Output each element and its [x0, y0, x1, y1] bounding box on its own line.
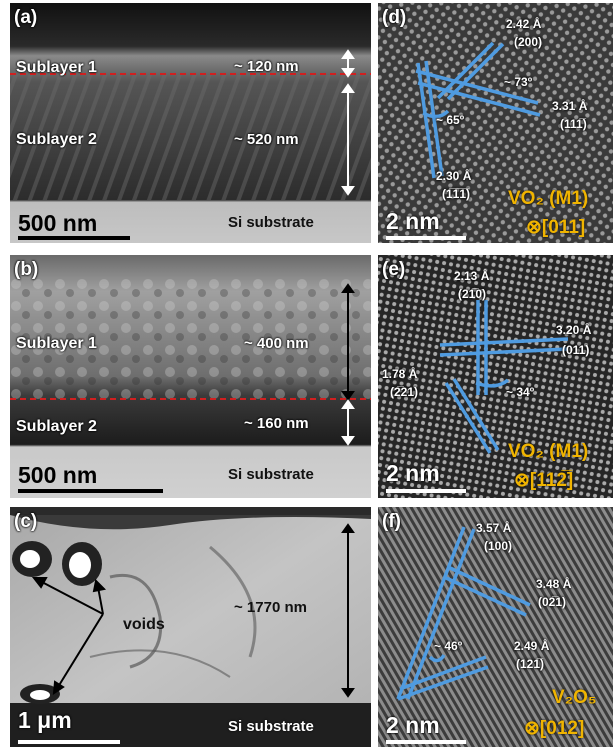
scale-bar-label: 2 nm: [386, 460, 440, 486]
zone-axis-label: ⊗[012]: [524, 718, 585, 739]
panel-c: (c) voids ~ 1770 nm 1 μm Si substrate: [10, 507, 371, 747]
miller-index-label: (200): [514, 35, 543, 49]
voids-label: voids: [123, 616, 165, 633]
phase-label: VO₂ (M1): [508, 188, 589, 209]
scale-bar: [18, 489, 163, 493]
panel-label: (d): [382, 7, 407, 28]
substrate-label: Si substrate: [228, 466, 314, 483]
d-spacing-label: 2.30 Å: [436, 169, 472, 183]
sublayer2-label: Sublayer 2: [16, 418, 97, 435]
scale-bar: [18, 236, 130, 240]
panel-b-image: [10, 255, 371, 498]
zone-axis-label: ⊗[011]: [526, 217, 586, 238]
sublayer1-label: Sublayer 1: [16, 59, 97, 76]
scale-bar: [386, 236, 466, 240]
thickness-label: ~ 160 nm: [244, 415, 309, 432]
panel-b-arrows: [341, 283, 355, 446]
panel-c-image: [10, 507, 371, 747]
miller-index-label: (111̅): [560, 117, 587, 131]
panel-f-guides: [396, 526, 531, 701]
miller-index-label: (011): [562, 343, 590, 357]
scale-bar-label: 2 nm: [386, 712, 440, 738]
angle-label: ~ 65º: [436, 113, 465, 127]
panel-f-image: [378, 507, 613, 747]
panel-e-image: [378, 255, 613, 498]
sublayer2-label: Sublayer 2: [16, 131, 97, 148]
panel-label: (b): [14, 259, 39, 280]
panel-e: (e) 2.13 Å (21̅0) 3.20 Å (011) 1.78 Å (2…: [378, 255, 613, 498]
substrate-label: Si substrate: [228, 718, 314, 735]
d-spacing-label: 3.31 Å: [552, 99, 588, 113]
zone-axis-label: ⊗[112̅]: [514, 470, 574, 491]
panel-e-guides: [439, 300, 569, 454]
d-spacing-label: 3.57 Å: [476, 521, 512, 535]
d-spacing-label: 2.13 Å: [454, 269, 490, 283]
thickness-label: ~ 400 nm: [244, 335, 309, 352]
angle-label: ~ 73º: [504, 75, 533, 89]
angle-label: ~ 46º: [434, 639, 463, 653]
panel-c-arrows: [31, 523, 355, 698]
panel-a: (a) Sublayer 1 Sublayer 2 ~ 120 nm ~ 520…: [10, 3, 371, 243]
thickness-label: ~ 120 nm: [234, 58, 299, 75]
scale-bar: [386, 489, 466, 493]
panel-label: (e): [382, 259, 406, 280]
miller-index-label: (21̅0): [458, 287, 487, 301]
thickness-label: ~ 520 nm: [234, 131, 299, 148]
miller-index-label: (121̅): [516, 657, 545, 671]
d-spacing-label: 3.48 Å: [536, 577, 572, 591]
scale-bar: [18, 740, 120, 744]
scale-bar-label: 2 nm: [386, 208, 440, 234]
panel-d: (d) 2.42 Å (200) ~ 73º 3.31 Å (111̅) ~ 6…: [378, 3, 613, 243]
d-spacing-label: 2.42 Å: [506, 17, 542, 31]
panel-d-guides: [415, 41, 541, 179]
scale-bar: [386, 740, 466, 744]
sublayer1-label: Sublayer 1: [16, 335, 97, 352]
panel-a-image: [10, 3, 371, 243]
scale-bar-label: 500 nm: [18, 462, 98, 488]
panel-label: (c): [14, 511, 38, 532]
d-spacing-label: 3.20 Å: [556, 323, 592, 337]
d-spacing-label: 1.78 Å: [382, 367, 418, 381]
thickness-label: ~ 1770 nm: [234, 599, 307, 616]
substrate-label: Si substrate: [228, 214, 314, 231]
angle-label: ~ 34º: [506, 385, 535, 399]
scale-bar-label: 1 μm: [18, 707, 72, 733]
miller-index-label: (2̅21): [390, 385, 419, 399]
panel-label: (f): [382, 511, 401, 532]
panel-a-arrows: [341, 49, 355, 196]
panel-b: (b) Sublayer 1 Sublayer 2 ~ 400 nm ~ 160…: [10, 255, 371, 498]
scale-bar-label: 500 nm: [18, 210, 98, 236]
miller-index-label: (02̅1): [538, 595, 567, 609]
miller-index-label: (100): [484, 539, 513, 553]
miller-index-label: (1̅1̅1̅): [442, 187, 471, 201]
panel-label: (a): [14, 7, 38, 28]
panel-f: (f) 3.57 Å (100) 3.48 Å (02̅1) ~ 46º 2.4…: [378, 507, 613, 747]
panel-d-image: [378, 3, 613, 243]
d-spacing-label: 2.49 Å: [514, 639, 550, 653]
phase-label: V₂O₅: [552, 687, 597, 708]
phase-label: VO₂ (M1): [508, 441, 589, 462]
